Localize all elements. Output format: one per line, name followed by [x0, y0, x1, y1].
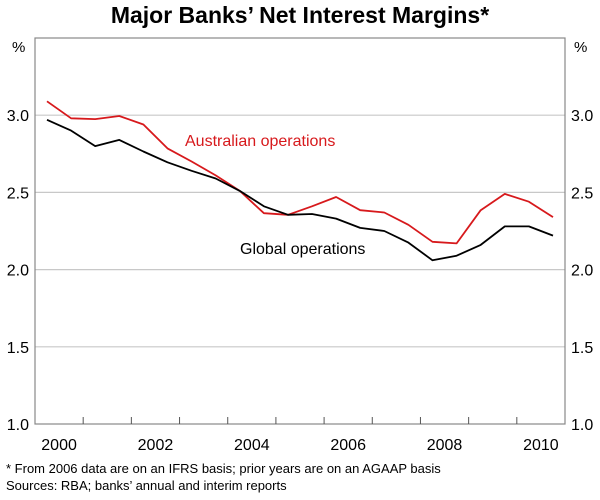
y-tick-label-left: 2.0 [7, 263, 29, 280]
series-australian-operations [46, 100, 554, 245]
annotation-global: Global operations [240, 241, 365, 258]
x-tick-label: 2000 [41, 437, 77, 454]
y-tick-label-right: 1.0 [571, 417, 593, 434]
footnote: * From 2006 data are on an IFRS basis; p… [6, 461, 441, 476]
y-tick-label-right: 3.0 [571, 108, 593, 125]
y-tick-label-left: 3.0 [7, 108, 29, 125]
y-tick-label-left: 1.0 [7, 417, 29, 434]
x-tick-label: 2004 [234, 437, 270, 454]
chart-title: Major Banks’ Net Interest Margins* [110, 2, 490, 28]
series-lines [46, 100, 554, 262]
y-tick-label-right: 2.5 [571, 185, 593, 202]
y-tick-label-right: 1.5 [571, 340, 593, 357]
y-tick-label-left: 2.5 [7, 185, 29, 202]
series-global-operations [46, 118, 554, 262]
x-tick-label: 2008 [427, 437, 463, 454]
x-tick-label: 2010 [523, 437, 559, 454]
y-unit-right: % [574, 39, 587, 56]
annotation-australian: Australian operations [185, 133, 335, 150]
axis-ticks: 1.0 1.0 1.5 1.5 2.0 2.0 2.5 2.5 3.0 3.0 2000 2002 20… [7, 108, 594, 454]
gridlines [35, 114, 565, 348]
sources: Sources: RBA; banks’ annual and interim … [6, 478, 287, 493]
y-unit-left: % [12, 39, 25, 56]
x-tick-label: 2002 [138, 437, 174, 454]
plot-frame [34, 37, 566, 425]
x-tick-label: 2006 [330, 437, 366, 454]
y-tick-label-right: 2.0 [571, 263, 593, 280]
y-tick-label-left: 1.5 [7, 340, 29, 357]
